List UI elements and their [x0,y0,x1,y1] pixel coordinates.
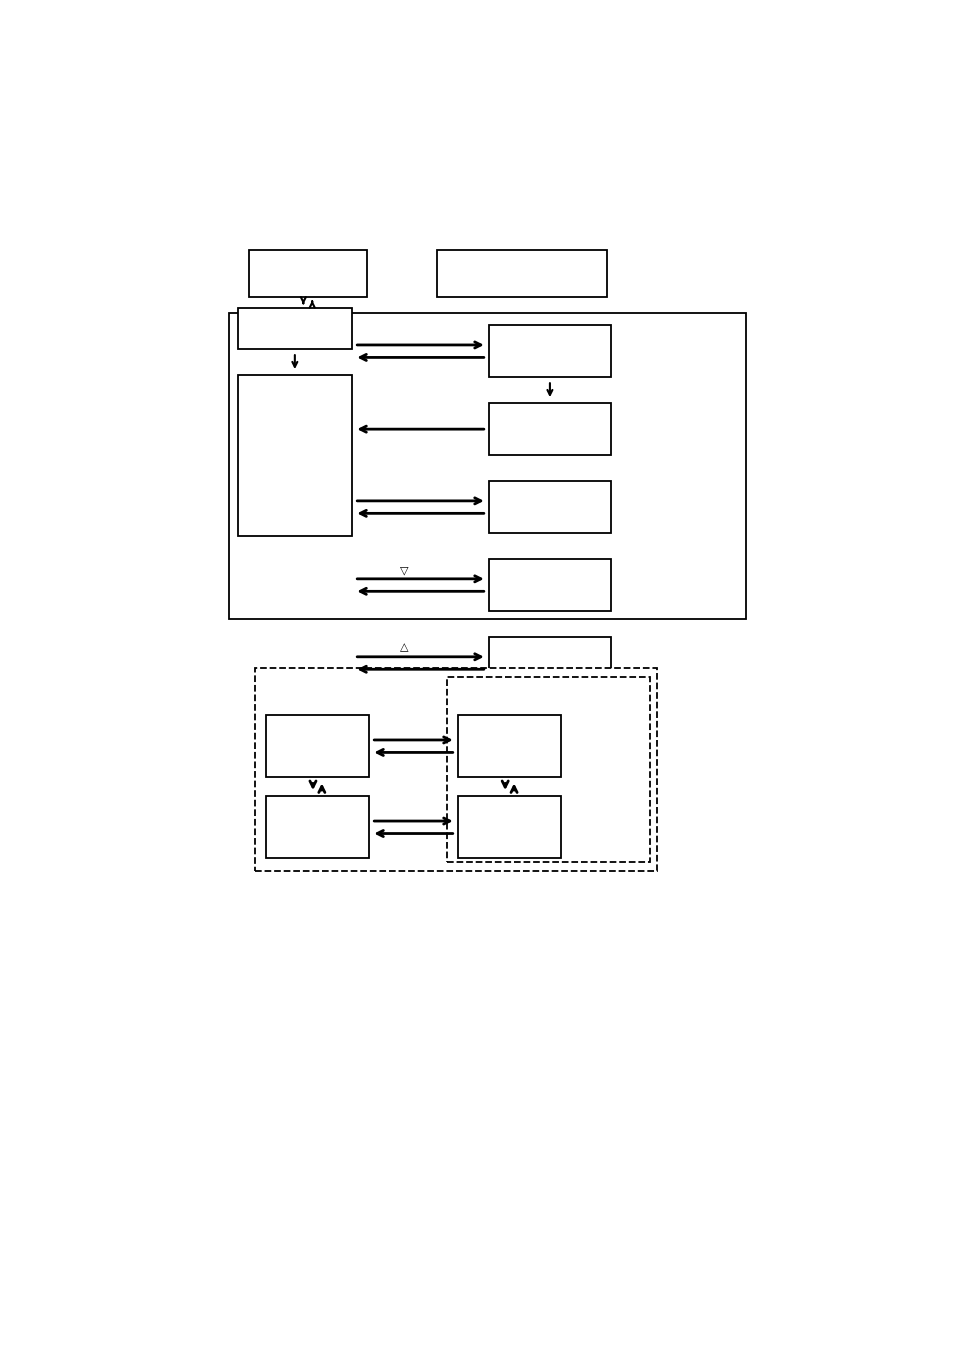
Text: △: △ [399,643,408,652]
Bar [488,637,610,688]
Bar [249,250,367,297]
Bar [488,404,610,455]
Bar [265,796,369,859]
Bar [488,559,610,612]
Bar [488,325,610,377]
Text: ▽: ▽ [399,566,408,575]
Bar [237,308,352,350]
Bar [436,250,607,297]
Bar [237,375,352,536]
Bar [457,716,560,778]
Bar [488,481,610,533]
Bar [457,796,560,859]
Bar [265,716,369,778]
Bar [254,668,657,871]
Bar [229,313,745,620]
Bar [446,676,649,861]
